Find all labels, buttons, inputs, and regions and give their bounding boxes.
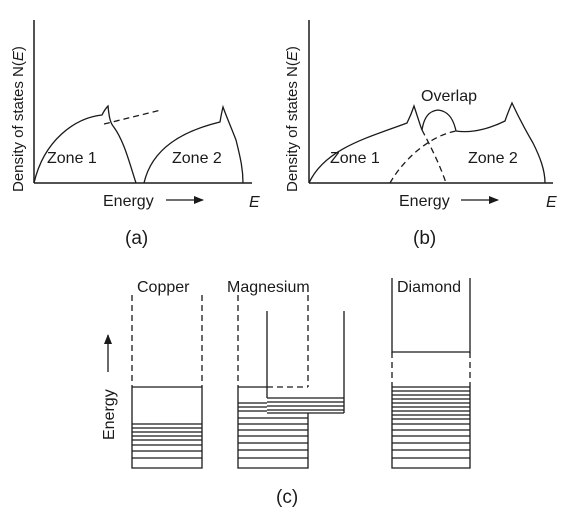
- zone-1-dashed-tail: [421, 129, 447, 184]
- energy-symbol: E: [249, 194, 260, 211]
- overlap-label: Overlap: [421, 88, 477, 105]
- copper-label: Copper: [137, 279, 190, 296]
- energy-label: Energy: [103, 193, 154, 210]
- zone-2-label: Zone 2: [468, 150, 518, 167]
- panel-c: Energy Copper Magnesium: [101, 278, 471, 508]
- y-axis-label: Density of states N(E): [284, 46, 301, 192]
- extrapolation-dashed-line: [103, 109, 162, 125]
- diamond-band-diagram: Diamond: [391, 278, 471, 469]
- magnesium-band2-levels: [267, 397, 344, 411]
- y-axis-label: Density of states N(E): [10, 46, 27, 192]
- panel-b: Overlap Zone 1 Zone 2 Energy E Density o…: [284, 20, 557, 249]
- zone-2-curve: [143, 104, 244, 184]
- energy-axis-label: Energy: [101, 389, 118, 440]
- zone-2-label: Zone 2: [172, 150, 222, 167]
- diamond-label: Diamond: [397, 279, 461, 296]
- diamond-filled-levels: [392, 386, 470, 459]
- magnesium-band1-outline: [237, 387, 309, 469]
- diamond-conduction-band: [391, 278, 471, 353]
- zone-1-curve: [308, 103, 423, 184]
- zone-1-label: Zone 1: [330, 150, 380, 167]
- overlap-region: [421, 109, 457, 132]
- zone-2-curve: [455, 101, 546, 184]
- caption-b: (b): [413, 228, 436, 249]
- energy-symbol: E: [546, 194, 557, 211]
- magnesium-band-diagram: Magnesium: [227, 279, 345, 469]
- panel-a: Zone 1 Zone 2 Energy E Density of states…: [10, 20, 260, 249]
- copper-filled-levels: [132, 423, 202, 459]
- caption-a: (a): [125, 228, 148, 249]
- zone-1-curve: [33, 104, 137, 184]
- energy-label: Energy: [399, 193, 450, 210]
- magnesium-band1-levels: [238, 402, 308, 459]
- zone-2-dashed-tail: [389, 130, 457, 184]
- diamond-valence-band-outline: [391, 387, 471, 469]
- zone-1-label: Zone 1: [47, 150, 97, 167]
- copper-band-diagram: Copper: [131, 279, 203, 469]
- magnesium-label: Magnesium: [227, 279, 310, 296]
- caption-c: (c): [276, 487, 298, 508]
